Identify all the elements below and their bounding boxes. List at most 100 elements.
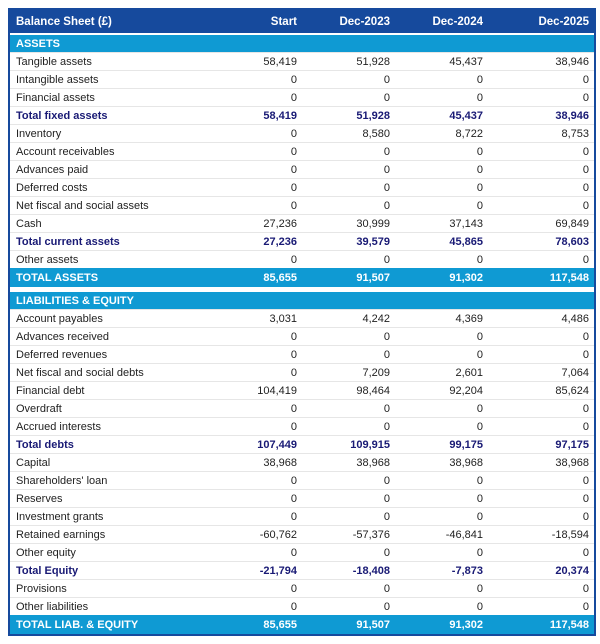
row-label: TOTAL LIAB. & EQUITY — [16, 618, 139, 631]
table-row-deferred-costs: Deferred costs 0 0 0 0 — [10, 178, 594, 196]
row-value: 0 — [383, 420, 390, 433]
row-label: Other assets — [16, 253, 79, 266]
table-row-investment-grants: Investment grants 0 0 0 0 — [10, 507, 594, 525]
row-label: Intangible assets — [16, 73, 99, 86]
row-value: 0 — [290, 73, 297, 86]
row-label: Capital — [16, 456, 51, 469]
row-value: 0 — [476, 91, 483, 104]
row-label: Advances received — [16, 330, 109, 343]
row-value: 0 — [383, 582, 390, 595]
row-value: 0 — [383, 474, 390, 487]
row-value: 0 — [476, 582, 483, 595]
row-value: 0 — [383, 199, 390, 212]
row-value: 0 — [290, 253, 297, 266]
section-header-assets: ASSETS — [10, 35, 594, 52]
row-value: -18,408 — [352, 564, 390, 577]
table-row-accrued-interests: Accrued interests 0 0 0 0 — [10, 417, 594, 435]
row-value: 0 — [383, 330, 390, 343]
row-value: 38,968 — [263, 456, 297, 469]
row-value: 58,419 — [263, 109, 297, 122]
section-header-liabilities-equity: LIABILITIES & EQUITY — [10, 292, 594, 309]
table-row-net-fiscal-and-social-assets: Net fiscal and social assets 0 0 0 0 — [10, 196, 594, 214]
table-body: ASSETS Tangible assets 58,419 51,928 45,437 3… — [10, 35, 594, 634]
row-value: 0 — [582, 582, 589, 595]
row-label: Accrued interests — [16, 420, 101, 433]
table-title: Balance Sheet (£) — [16, 15, 112, 28]
header-divider — [10, 33, 594, 35]
row-value: 0 — [582, 163, 589, 176]
row-value: 4,369 — [455, 312, 483, 325]
table-row-tangible-assets: Tangible assets 58,419 51,928 45,437 38,946 — [10, 52, 594, 70]
row-value: 0 — [290, 91, 297, 104]
row-value: 0 — [290, 348, 297, 361]
row-value: 0 — [582, 420, 589, 433]
row-value: 0 — [582, 73, 589, 86]
row-label: Total fixed assets — [16, 109, 108, 122]
row-value: 51,928 — [356, 55, 390, 68]
table-row-provisions: Provisions 0 0 0 0 — [10, 579, 594, 597]
row-value: 38,968 — [449, 456, 483, 469]
row-value: 0 — [383, 73, 390, 86]
row-label: Retained earnings — [16, 528, 106, 541]
row-label: Deferred costs — [16, 181, 88, 194]
row-value: 0 — [290, 492, 297, 505]
table-header-row: Balance Sheet (£) Start Dec-2023 Dec-202… — [10, 10, 594, 33]
table-row-total-fixed-assets: Total fixed assets 58,419 51,928 45,437 38,9… — [10, 106, 594, 124]
row-value: 0 — [582, 510, 589, 523]
table-row-deferred-revenues: Deferred revenues 0 0 0 0 — [10, 345, 594, 363]
row-label: Advances paid — [16, 163, 89, 176]
row-value: 0 — [582, 402, 589, 415]
row-label: Account receivables — [16, 145, 115, 158]
row-value: 0 — [582, 253, 589, 266]
row-value: -18,594 — [551, 528, 589, 541]
row-value: 8,753 — [561, 127, 589, 140]
row-value: 0 — [476, 181, 483, 194]
row-value: 0 — [476, 348, 483, 361]
column-header-dec-2025: Dec-2025 — [538, 15, 589, 28]
row-label: Deferred revenues — [16, 348, 108, 361]
row-value: 27,236 — [263, 235, 297, 248]
row-value: 0 — [476, 600, 483, 613]
total-row-total-liab-equity: TOTAL LIAB. & EQUITY 85,655 91,507 91,302 11… — [10, 615, 594, 634]
row-label: Reserves — [16, 492, 63, 505]
row-value: 38,968 — [555, 456, 589, 469]
row-value: 0 — [383, 510, 390, 523]
row-value: 97,175 — [555, 438, 589, 451]
row-value: 0 — [582, 546, 589, 559]
row-label: Inventory — [16, 127, 62, 140]
row-value: 20,374 — [555, 564, 589, 577]
row-value: 0 — [290, 145, 297, 158]
row-value: 8,580 — [362, 127, 390, 140]
row-value: 0 — [383, 600, 390, 613]
row-value: 0 — [476, 420, 483, 433]
table-row-other-liabilities: Other liabilities 0 0 0 0 — [10, 597, 594, 615]
row-value: 104,419 — [257, 384, 297, 397]
row-label: Total debts — [16, 438, 74, 451]
column-header-dec-2023: Dec-2023 — [339, 15, 390, 28]
row-value: 38,946 — [555, 55, 589, 68]
row-label: Investment grants — [16, 510, 104, 523]
row-value: 7,209 — [362, 366, 390, 379]
row-value: 0 — [582, 474, 589, 487]
row-label: Total Equity — [16, 564, 79, 577]
row-value: 0 — [290, 600, 297, 613]
table-row-advances-paid: Advances paid 0 0 0 0 — [10, 160, 594, 178]
table-row-inventory: Inventory 0 8,580 8,722 8,753 — [10, 124, 594, 142]
table-row-net-fiscal-and-social-debts: Net fiscal and social debts 0 7,209 2,601 7,… — [10, 363, 594, 381]
column-header-start: Start — [270, 15, 297, 28]
row-value: 85,624 — [555, 384, 589, 397]
row-value: 45,437 — [449, 109, 483, 122]
row-value: 109,915 — [350, 438, 390, 451]
row-value: 78,603 — [555, 235, 589, 248]
row-value: 0 — [582, 199, 589, 212]
row-label: Provisions — [16, 582, 67, 595]
row-value: 107,449 — [257, 438, 297, 451]
table-row-account-payables: Account payables 3,031 4,242 4,369 4,486 — [10, 309, 594, 327]
row-label: Other liabilities — [16, 600, 89, 613]
row-value: 2,601 — [455, 366, 483, 379]
row-label: Tangible assets — [16, 55, 92, 68]
row-value: -57,376 — [352, 528, 390, 541]
row-value: 0 — [383, 348, 390, 361]
row-value: 0 — [476, 402, 483, 415]
row-label: Net fiscal and social debts — [16, 366, 144, 379]
